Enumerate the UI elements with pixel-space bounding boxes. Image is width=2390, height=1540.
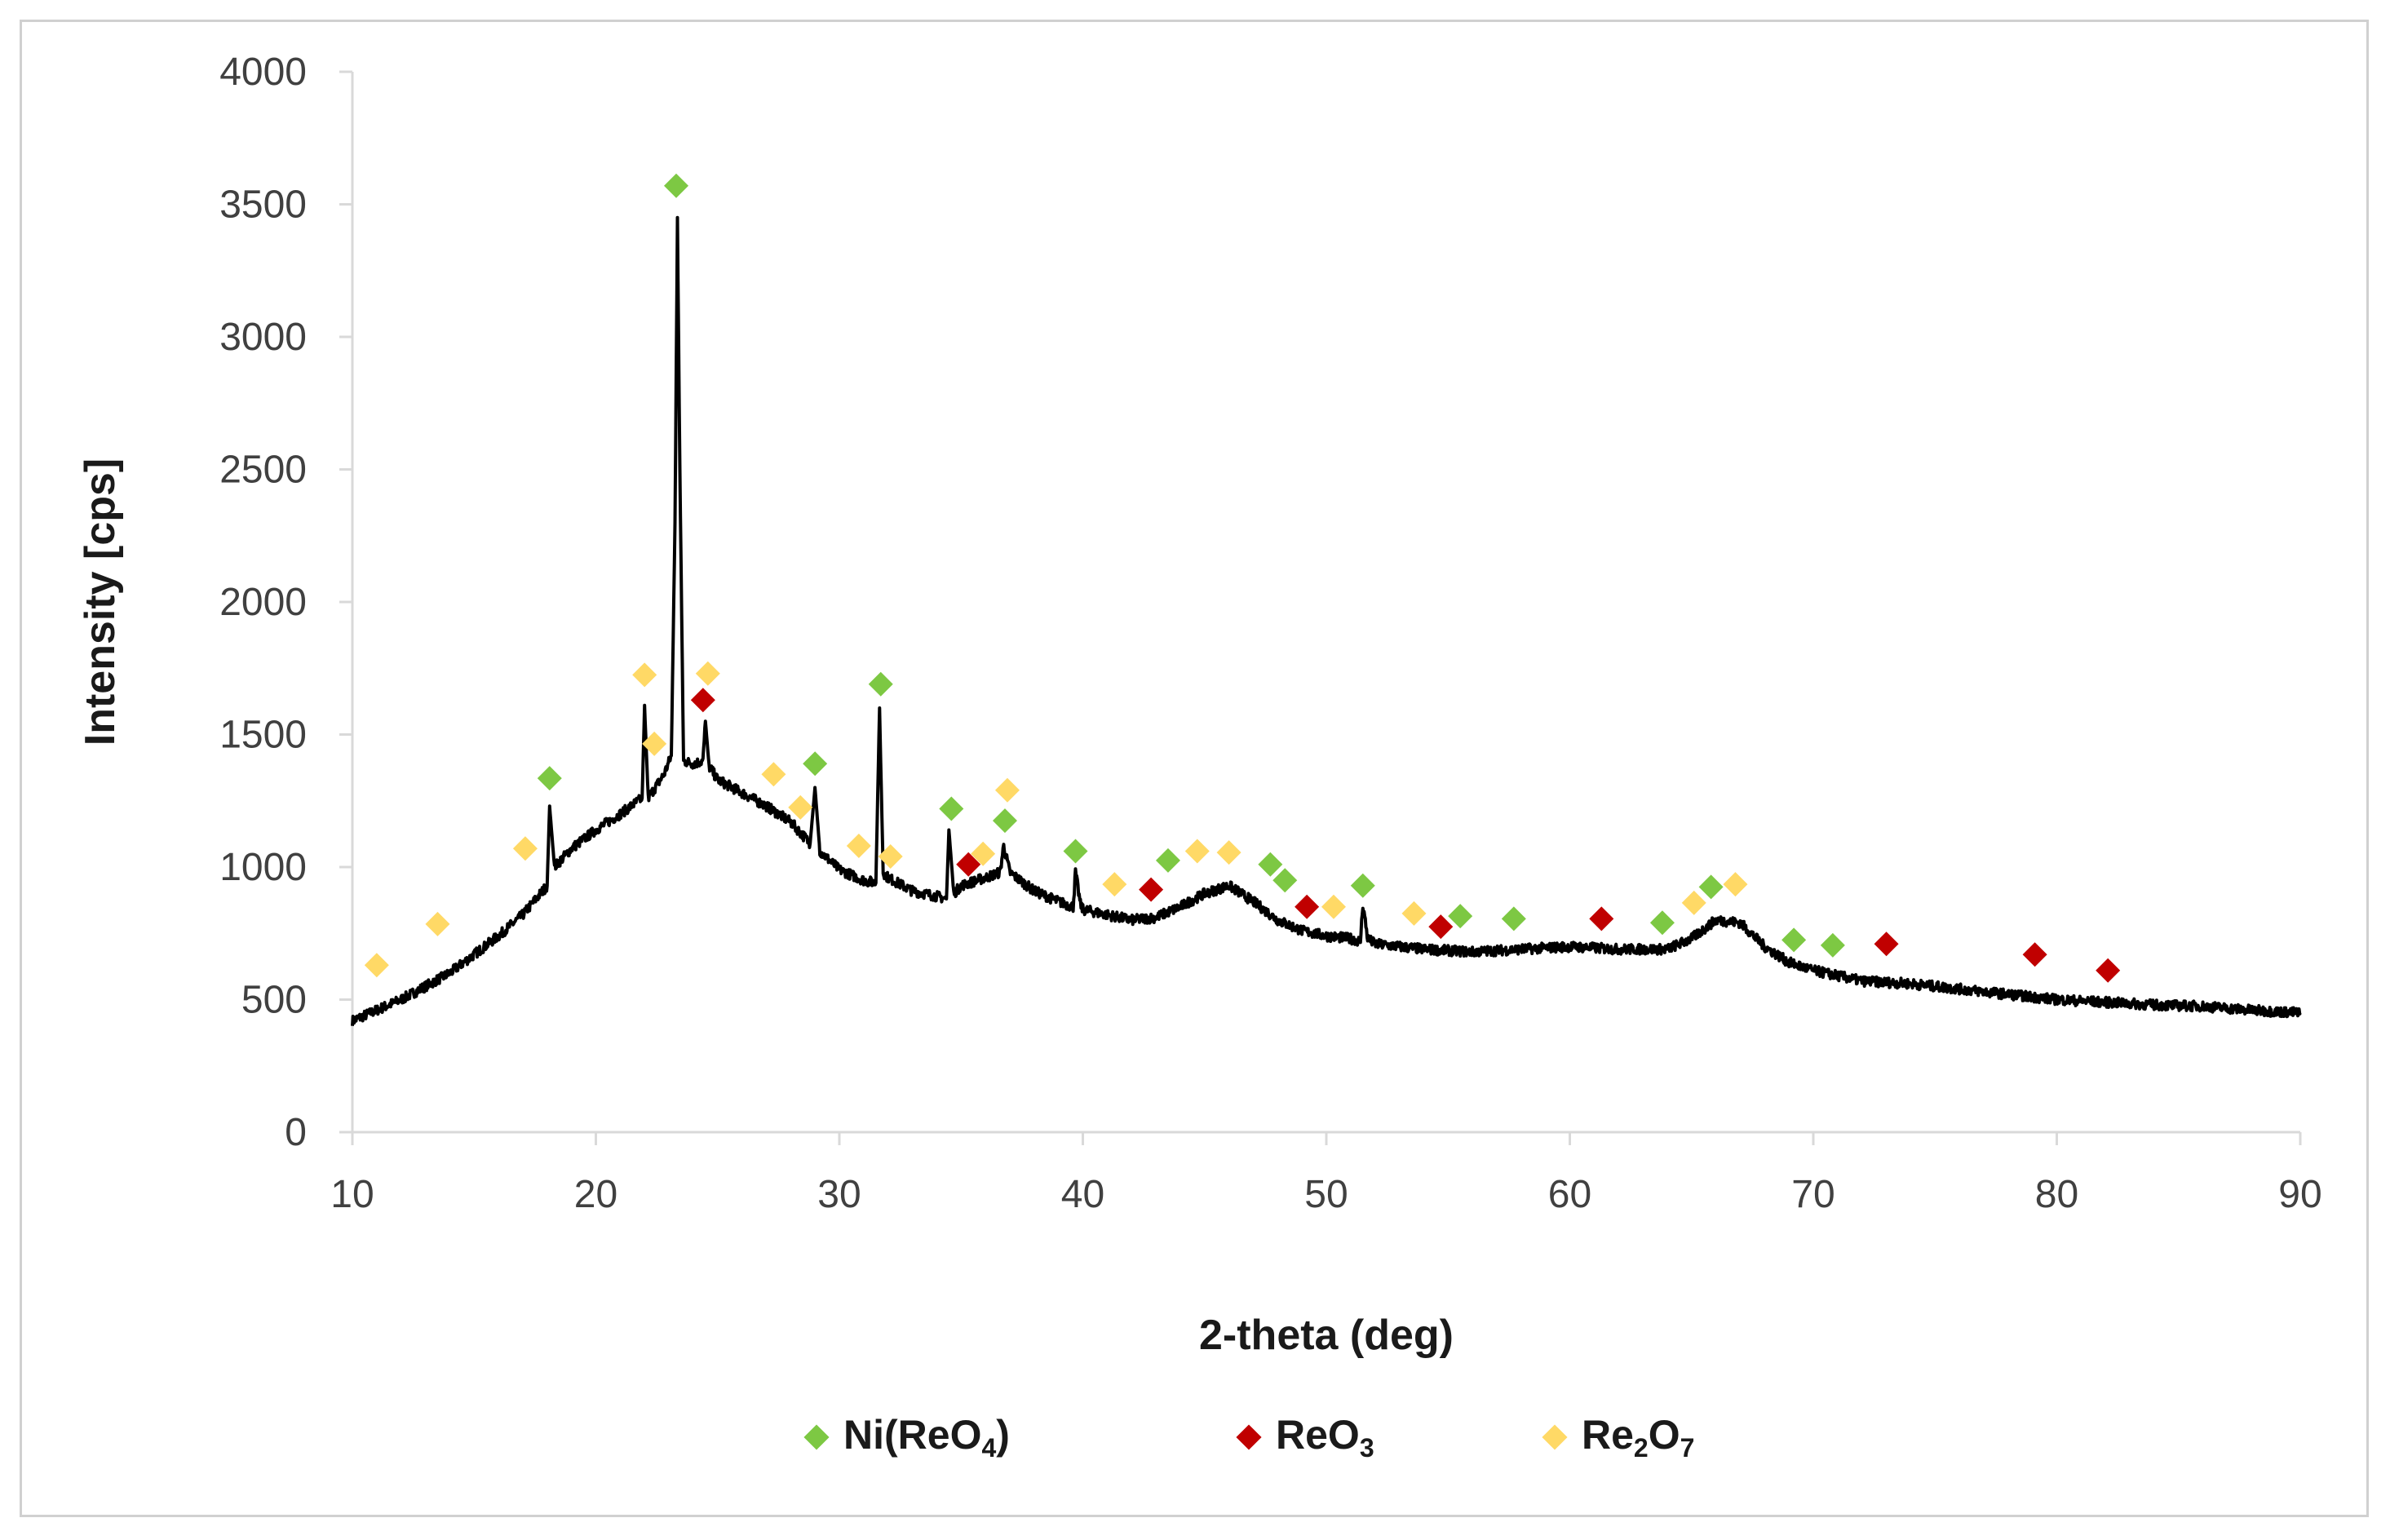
x-tick-label: 40 (1061, 1173, 1104, 1216)
marker-re2o7 (425, 911, 450, 936)
y-tick-label: 1000 (219, 846, 307, 889)
marker-reo3 (2096, 958, 2121, 983)
y-tick-label: 3000 (219, 316, 307, 359)
marker-ni-reo4 (1820, 932, 1845, 958)
legend-label-reo3: ReO3 (1276, 1412, 1374, 1463)
marker-ni-reo4 (939, 796, 964, 821)
marker-re2o7 (994, 777, 1020, 803)
marker-re2o7 (788, 794, 813, 820)
legend-item-re2o7: Re2O7 (1542, 1411, 1695, 1463)
marker-re2o7 (971, 841, 996, 866)
xrd-pattern-line (351, 215, 2302, 1026)
xrd-pattern-layer (351, 215, 2302, 1026)
marker-reo3 (2022, 942, 2047, 967)
legend-marker-re2o7 (1542, 1424, 1568, 1450)
y-tick-label: 500 (241, 979, 307, 1022)
marker-ni-reo4 (537, 766, 562, 791)
y-tick-label: 1500 (219, 714, 307, 757)
legend-label-re2o7: Re2O7 (1582, 1412, 1695, 1463)
marker-re2o7 (1216, 840, 1241, 865)
y-tick-label: 3500 (219, 184, 307, 227)
marker-reo3 (956, 852, 981, 877)
y-axis-label: Intensity [cps] (77, 458, 124, 746)
marker-re2o7 (1723, 872, 1748, 897)
x-tick-label: 90 (2278, 1173, 2321, 1216)
x-axis-label: 2-theta (deg) (1199, 1312, 1454, 1359)
x-tick-label: 30 (817, 1173, 861, 1216)
marker-re2o7 (761, 762, 786, 787)
marker-ni-reo4 (868, 671, 893, 697)
marker-ni-reo4 (1258, 852, 1283, 877)
y-tick-label: 0 (285, 1111, 307, 1154)
y-tick-label: 2500 (219, 449, 307, 492)
marker-reo3 (1874, 932, 1899, 957)
marker-re2o7 (1401, 901, 1427, 926)
marker-re2o7 (364, 953, 389, 978)
legend: Ni(ReO4) ReO3 Re2O7 (0, 1400, 2390, 1473)
marker-ni-reo4 (1501, 906, 1526, 932)
marker-re2o7 (878, 844, 903, 869)
x-tick-label: 20 (574, 1173, 617, 1216)
marker-re2o7 (1681, 890, 1706, 915)
marker-re2o7 (632, 662, 657, 688)
x-tick-label: 70 (1791, 1173, 1835, 1216)
phase-markers-layer (364, 173, 2121, 983)
marker-ni-reo4 (1448, 904, 1473, 929)
marker-ni-reo4 (992, 808, 1017, 834)
marker-ni-reo4 (803, 751, 828, 777)
marker-re2o7 (512, 836, 538, 861)
marker-re2o7 (1102, 872, 1127, 897)
marker-ni-reo4 (1155, 847, 1180, 873)
marker-ni-reo4 (1698, 874, 1724, 900)
y-tick-label: 2000 (219, 581, 307, 624)
marker-reo3 (1295, 894, 1320, 919)
y-tick-label: 4000 (219, 51, 307, 94)
marker-re2o7 (1184, 839, 1210, 864)
marker-reo3 (1139, 877, 1164, 902)
marker-re2o7 (642, 731, 667, 756)
marker-re2o7 (846, 834, 871, 858)
axes (339, 70, 2302, 1145)
marker-reo3 (1428, 914, 1454, 940)
legend-label-ni-reo4: Ni(ReO4) (843, 1412, 1010, 1463)
x-tick-label: 10 (330, 1173, 374, 1216)
marker-ni-reo4 (1781, 927, 1807, 953)
marker-reo3 (1589, 906, 1614, 932)
x-tick-label: 60 (1548, 1173, 1591, 1216)
legend-marker-ni-reo4 (803, 1424, 830, 1450)
marker-ni-reo4 (664, 173, 689, 198)
legend-item-reo3: ReO3 (1236, 1411, 1374, 1463)
marker-re2o7 (1321, 894, 1346, 919)
axis-labels-layer: 0 500 1000 1500 2000 2500 3000 3500 4000 10 20 30 40… (77, 51, 2322, 1359)
marker-ni-reo4 (1063, 839, 1088, 864)
legend-item-ni-reo4: Ni(ReO4) (803, 1411, 1010, 1463)
marker-ni-reo4 (1272, 868, 1298, 893)
legend-marker-reo3 (1236, 1424, 1262, 1450)
marker-ni-reo4 (1649, 910, 1675, 936)
marker-reo3 (690, 688, 715, 713)
x-tick-label: 50 (1304, 1173, 1348, 1216)
chart-frame (20, 20, 2369, 1517)
marker-ni-reo4 (1350, 873, 1375, 898)
x-tick-label: 80 (2035, 1173, 2078, 1216)
marker-re2o7 (695, 661, 720, 686)
